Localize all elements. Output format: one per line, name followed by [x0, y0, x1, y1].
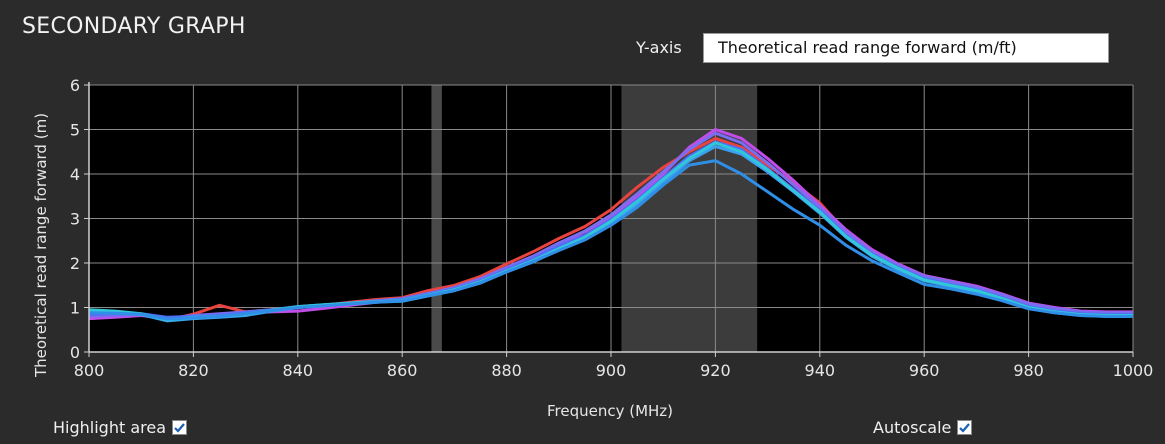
- highlight-area-label: Highlight area: [53, 418, 166, 437]
- x-tick-label: 1000: [1113, 361, 1154, 380]
- autoscale-label: Autoscale: [873, 418, 952, 437]
- checkmark-icon: [959, 423, 971, 433]
- x-tick-label: 880: [491, 361, 522, 380]
- x-tick-label: 920: [700, 361, 731, 380]
- chart-tick-labels: 800 820 840 860 880 900 920 940 960 980 1000 0 1 2 3 4 5…: [70, 76, 1154, 380]
- chart-axes: [84, 82, 1134, 357]
- y-tick-label: 5: [70, 121, 80, 140]
- x-tick-label: 800: [74, 361, 105, 380]
- x-tick-label: 860: [387, 361, 418, 380]
- y-tick-label: 6: [70, 76, 80, 95]
- y-tick-label: 3: [70, 210, 80, 229]
- panel-title: SECONDARY GRAPH: [22, 14, 246, 39]
- checkmark-icon: [174, 423, 185, 433]
- y-tick-label: 0: [70, 343, 80, 362]
- highlight-area-checkbox[interactable]: [172, 420, 187, 435]
- y-tick-label: 4: [70, 165, 80, 184]
- y-axis-selector-label: Y-axis: [636, 38, 682, 57]
- chart-series: [88, 128, 1133, 323]
- x-tick-label: 840: [283, 361, 314, 380]
- highlight-area-toggle[interactable]: Highlight area: [53, 418, 187, 437]
- series-line-6: [88, 159, 1133, 321]
- y-axis-label: Theoretical read range forward (m): [32, 113, 50, 378]
- x-tick-label: 980: [1013, 361, 1044, 380]
- y-axis-selector[interactable]: Theoretical read range forward (m/ft): [703, 33, 1109, 63]
- autoscale-checkbox[interactable]: [957, 420, 973, 435]
- x-tick-label: 960: [909, 361, 940, 380]
- x-tick-label: 820: [178, 361, 209, 380]
- x-axis-label: Frequency (MHz): [547, 402, 673, 420]
- autoscale-toggle[interactable]: Autoscale: [873, 418, 973, 437]
- y-tick-label: 2: [70, 254, 80, 273]
- y-tick-label: 1: [70, 299, 80, 318]
- x-tick-label: 900: [596, 361, 627, 380]
- x-tick-label: 940: [805, 361, 836, 380]
